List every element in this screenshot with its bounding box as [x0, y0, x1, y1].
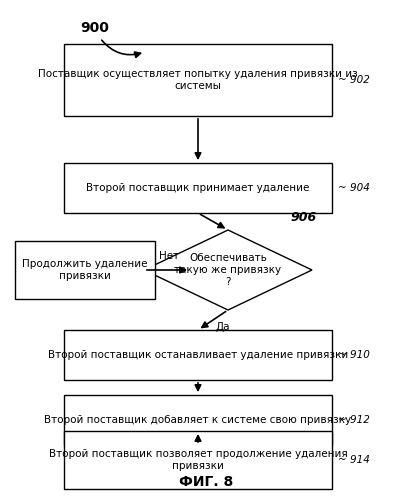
FancyBboxPatch shape: [64, 163, 332, 213]
Text: Поставщик осуществляет попытку удаления привязки из
системы: Поставщик осуществляет попытку удаления …: [38, 69, 358, 91]
Text: ~ 904: ~ 904: [338, 183, 370, 193]
Text: ~ 912: ~ 912: [338, 415, 370, 425]
FancyBboxPatch shape: [15, 241, 155, 299]
Text: Второй поставщик принимает удаление: Второй поставщик принимает удаление: [86, 183, 310, 193]
FancyBboxPatch shape: [64, 330, 332, 380]
Text: ФИГ. 8: ФИГ. 8: [179, 475, 234, 489]
Text: ~ 902: ~ 902: [338, 75, 370, 85]
Text: Второй поставщик добавляет к системе свою привязку: Второй поставщик добавляет к системе сво…: [45, 415, 351, 425]
Polygon shape: [144, 230, 312, 310]
FancyBboxPatch shape: [64, 395, 332, 445]
Text: 900: 900: [80, 21, 109, 35]
Text: Обеспечивать
такую же привязку
?: Обеспечивать такую же привязку ?: [174, 254, 282, 286]
Text: ~ 910: ~ 910: [338, 350, 370, 360]
Text: Продолжить удаление
привязки: Продолжить удаление привязки: [22, 259, 148, 281]
Text: Да: Да: [216, 322, 230, 332]
Text: Второй поставщик позволяет продолжение удаления
привязки: Второй поставщик позволяет продолжение у…: [49, 449, 347, 471]
FancyBboxPatch shape: [64, 431, 332, 489]
Text: Второй поставщик останавливает удаление привязки: Второй поставщик останавливает удаление …: [48, 350, 348, 360]
Text: Нет: Нет: [159, 251, 179, 261]
FancyBboxPatch shape: [64, 44, 332, 116]
Text: 906: 906: [290, 211, 316, 224]
Text: ~ 914: ~ 914: [338, 455, 370, 465]
